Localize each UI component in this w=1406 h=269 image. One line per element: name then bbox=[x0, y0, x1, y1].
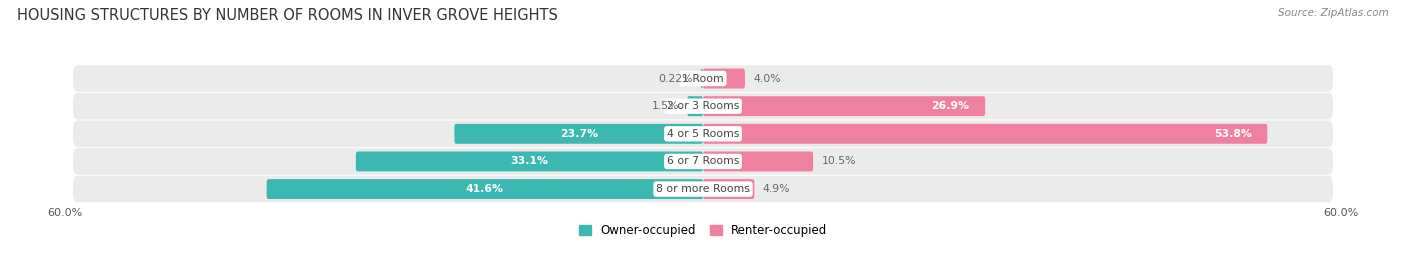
Text: 0.22%: 0.22% bbox=[658, 73, 692, 84]
FancyBboxPatch shape bbox=[703, 69, 745, 89]
Text: 8 or more Rooms: 8 or more Rooms bbox=[657, 184, 749, 194]
FancyBboxPatch shape bbox=[688, 96, 703, 116]
FancyBboxPatch shape bbox=[73, 176, 1333, 202]
Text: Source: ZipAtlas.com: Source: ZipAtlas.com bbox=[1278, 8, 1389, 18]
Text: 60.0%: 60.0% bbox=[1323, 208, 1358, 218]
Text: 1 Room: 1 Room bbox=[682, 73, 724, 84]
FancyBboxPatch shape bbox=[356, 151, 703, 171]
FancyBboxPatch shape bbox=[703, 179, 755, 199]
FancyBboxPatch shape bbox=[703, 151, 813, 171]
Legend: Owner-occupied, Renter-occupied: Owner-occupied, Renter-occupied bbox=[579, 224, 827, 237]
Text: 1.5%: 1.5% bbox=[651, 101, 679, 111]
FancyBboxPatch shape bbox=[73, 93, 1333, 119]
Text: HOUSING STRUCTURES BY NUMBER OF ROOMS IN INVER GROVE HEIGHTS: HOUSING STRUCTURES BY NUMBER OF ROOMS IN… bbox=[17, 8, 558, 23]
FancyBboxPatch shape bbox=[700, 69, 703, 89]
Text: 60.0%: 60.0% bbox=[48, 208, 83, 218]
Text: 23.7%: 23.7% bbox=[560, 129, 598, 139]
FancyBboxPatch shape bbox=[703, 96, 986, 116]
Text: 2 or 3 Rooms: 2 or 3 Rooms bbox=[666, 101, 740, 111]
Text: 41.6%: 41.6% bbox=[465, 184, 503, 194]
FancyBboxPatch shape bbox=[73, 121, 1333, 147]
Text: 26.9%: 26.9% bbox=[931, 101, 969, 111]
FancyBboxPatch shape bbox=[703, 124, 1267, 144]
Text: 10.5%: 10.5% bbox=[821, 157, 856, 167]
Text: 4.9%: 4.9% bbox=[763, 184, 790, 194]
FancyBboxPatch shape bbox=[73, 65, 1333, 92]
FancyBboxPatch shape bbox=[267, 179, 703, 199]
FancyBboxPatch shape bbox=[73, 148, 1333, 175]
Text: 6 or 7 Rooms: 6 or 7 Rooms bbox=[666, 157, 740, 167]
Text: 53.8%: 53.8% bbox=[1213, 129, 1251, 139]
Text: 33.1%: 33.1% bbox=[510, 157, 548, 167]
FancyBboxPatch shape bbox=[454, 124, 703, 144]
Text: 4.0%: 4.0% bbox=[754, 73, 780, 84]
Text: 4 or 5 Rooms: 4 or 5 Rooms bbox=[666, 129, 740, 139]
